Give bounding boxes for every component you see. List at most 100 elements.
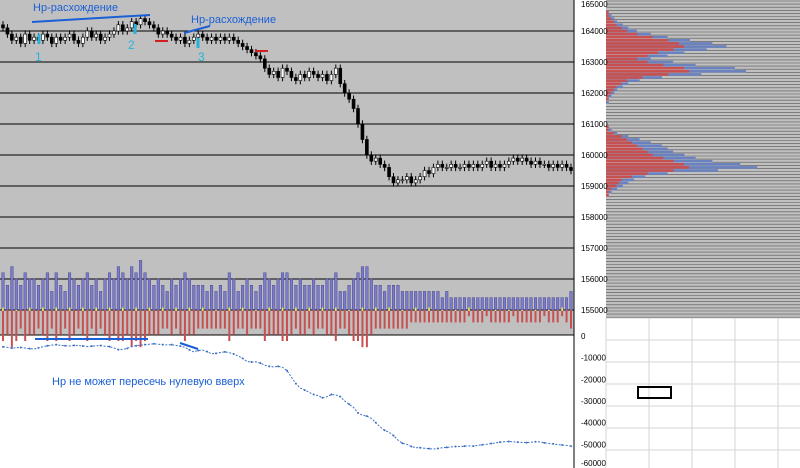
candle-body bbox=[422, 170, 427, 177]
profile-blue-bar bbox=[606, 128, 612, 132]
volume-up-bar bbox=[249, 285, 253, 311]
profile-blue-bar bbox=[606, 190, 612, 194]
candle-body bbox=[458, 167, 462, 169]
volume-up-bar bbox=[285, 272, 289, 311]
profile-red-bar bbox=[606, 163, 684, 166]
volume-down-bar bbox=[130, 310, 133, 348]
volume-up-bar bbox=[471, 297, 475, 311]
volume-down-bar bbox=[104, 310, 107, 335]
delta-marker bbox=[15, 310, 18, 311]
candle-body bbox=[23, 33, 27, 44]
volume-up-bar bbox=[449, 297, 453, 311]
delta-marker bbox=[494, 310, 497, 311]
volume-down-bar bbox=[121, 310, 124, 341]
volume-down-bar bbox=[246, 310, 249, 335]
volume-up-bar bbox=[59, 285, 63, 311]
delta-marker bbox=[401, 310, 404, 311]
price-tick-label: 159000 bbox=[581, 182, 608, 191]
volume-down-bar bbox=[365, 310, 368, 348]
candle-body bbox=[45, 33, 50, 38]
candle-body bbox=[462, 164, 467, 168]
cumulative-point bbox=[516, 441, 519, 444]
volume-down-bar bbox=[476, 310, 479, 323]
volume-down-bar bbox=[405, 310, 408, 329]
profile-red-bar bbox=[606, 147, 643, 151]
price-tick-label: 163000 bbox=[581, 58, 608, 67]
volume-up-bar bbox=[436, 291, 440, 311]
delta-marker bbox=[268, 307, 271, 311]
profile-red-bar bbox=[606, 26, 622, 30]
profile-red-bar bbox=[606, 85, 617, 89]
volume-up-bar bbox=[405, 291, 409, 311]
candle-body bbox=[551, 164, 556, 168]
candle-body bbox=[178, 36, 183, 41]
volume-up-bar bbox=[458, 297, 462, 311]
candle-body bbox=[533, 160, 538, 165]
candle-body bbox=[560, 164, 564, 168]
price-profile bbox=[606, 11, 758, 197]
candle-body bbox=[76, 39, 81, 44]
profile-red-bar bbox=[606, 141, 632, 144]
candle-body bbox=[365, 139, 369, 156]
cumulative-point bbox=[436, 447, 439, 450]
volume-up-bar bbox=[565, 297, 569, 311]
volume-up-bar bbox=[223, 291, 227, 311]
cumulative-point bbox=[2, 345, 4, 348]
profile-red-bar bbox=[606, 17, 612, 20]
volume-up-bar bbox=[205, 291, 209, 311]
volume-up-bar bbox=[258, 285, 262, 311]
volume-up-bar bbox=[170, 278, 174, 311]
volume-down-bar bbox=[183, 310, 186, 341]
volume-down-bar bbox=[352, 310, 355, 341]
volume-down-bar bbox=[135, 310, 138, 341]
candle-body bbox=[85, 30, 90, 38]
candle-body bbox=[209, 36, 214, 41]
delta-marker bbox=[2, 307, 4, 311]
cumulative-point bbox=[268, 365, 271, 368]
volume-up-bar bbox=[347, 285, 351, 311]
delta-marker bbox=[148, 307, 151, 311]
volume-down-bar bbox=[126, 310, 129, 335]
cumulative-point bbox=[401, 442, 404, 445]
cumulative-point bbox=[294, 382, 297, 385]
profile-red-bar bbox=[606, 138, 627, 141]
cumulative-point bbox=[19, 346, 22, 349]
volume-down-bar bbox=[59, 310, 62, 335]
profile-red-bar bbox=[606, 70, 690, 73]
volume-down-bar bbox=[472, 310, 475, 323]
delta-marker bbox=[42, 307, 44, 311]
volume-down-bar bbox=[175, 310, 178, 329]
cumulative-point bbox=[357, 411, 359, 414]
price-tick-label: 161000 bbox=[581, 120, 608, 129]
delta-marker bbox=[161, 307, 164, 311]
candle-body bbox=[396, 179, 400, 184]
cumulative-point bbox=[312, 393, 315, 396]
profile-red-bar bbox=[606, 76, 643, 79]
volume-down-bar bbox=[388, 310, 391, 329]
volume-down-bar bbox=[361, 310, 364, 348]
volume-up-bar bbox=[14, 278, 18, 311]
cumulative-line bbox=[2, 342, 572, 450]
volume-down-bar bbox=[343, 310, 346, 329]
cumulative-point bbox=[419, 446, 422, 449]
volume-down-bar bbox=[445, 310, 448, 323]
cumulative-point bbox=[55, 343, 58, 346]
volume-up-bar bbox=[374, 285, 378, 311]
volume-down-bar bbox=[286, 310, 288, 341]
volume-down-bar bbox=[237, 310, 240, 329]
volume-down-bar bbox=[139, 310, 142, 348]
profile-red-bar bbox=[606, 14, 609, 17]
profile-red-bar bbox=[606, 178, 622, 182]
volume-down-bar bbox=[55, 310, 58, 341]
volume-up-bar bbox=[121, 272, 125, 311]
profile-red-bar bbox=[606, 169, 674, 172]
profile-blue-bar bbox=[606, 101, 609, 104]
volume-up-bar bbox=[538, 297, 542, 311]
volume-down-bar bbox=[543, 310, 546, 317]
volume-up-bar bbox=[556, 297, 560, 311]
cumulative-axis: 0 -10000 -20000 -30000 -40000 -50000 -60000 bbox=[581, 332, 606, 468]
cumulative-point bbox=[463, 445, 466, 448]
candle-body bbox=[449, 164, 453, 168]
candle-body bbox=[342, 83, 347, 94]
